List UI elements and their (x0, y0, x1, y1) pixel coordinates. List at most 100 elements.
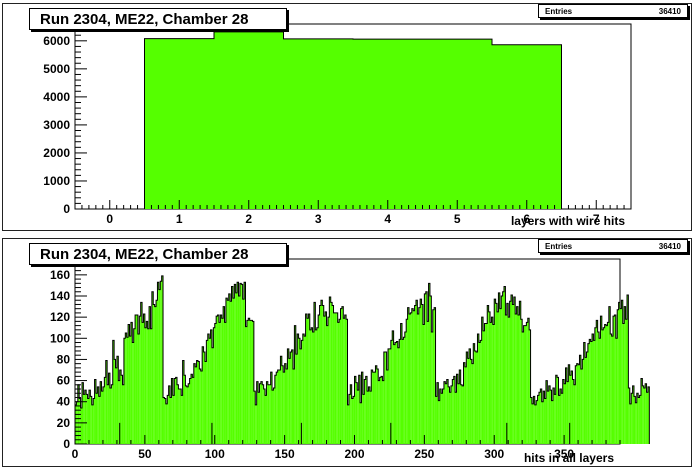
x-tick-label: 0 (106, 212, 113, 226)
histogram-bin (378, 380, 380, 444)
histogram-bin (346, 319, 348, 444)
y-tick-label: 60 (57, 374, 71, 388)
histogram-outline (144, 31, 562, 209)
histogram-bin (184, 375, 186, 444)
histogram-bin (583, 342, 586, 444)
histogram-bin (269, 384, 271, 444)
histogram-bin (375, 365, 377, 444)
histogram-bin (621, 300, 623, 444)
histogram-bin (281, 365, 284, 444)
histogram-outline (74, 275, 650, 444)
histogram-bin (513, 297, 516, 444)
histogram-bin (190, 374, 193, 444)
histogram-bin (407, 307, 409, 444)
histogram-bin (79, 398, 81, 444)
histogram-bin (266, 381, 268, 444)
histogram-bin (575, 365, 577, 444)
y-tick-label: 20 (57, 416, 71, 430)
histogram-bin (119, 370, 122, 444)
histogram-bin (214, 31, 284, 210)
histogram-bin (520, 319, 523, 444)
histogram-bin (316, 327, 319, 444)
x-tick-label: 3 (315, 212, 322, 226)
histogram-bin (491, 317, 493, 444)
histogram-bin (439, 389, 442, 444)
histogram-bin (477, 334, 479, 444)
histogram-bin (197, 361, 200, 444)
histogram-bin (149, 306, 151, 444)
histogram-bin (109, 387, 112, 444)
histogram-bin (161, 275, 164, 444)
y-tick-label: 140 (50, 289, 70, 303)
histogram-bin (200, 371, 203, 444)
histogram-bin (524, 325, 527, 444)
histogram-bin (369, 391, 372, 444)
histogram-bin (168, 385, 171, 444)
histogram-bin (114, 359, 116, 444)
histogram-bin (610, 334, 612, 444)
histogram-bin (642, 385, 644, 444)
histogram-bin (457, 383, 460, 444)
histogram-bin (337, 322, 340, 444)
histogram-bin (244, 282, 246, 444)
histogram-bin (413, 310, 415, 444)
histogram-bin (548, 385, 551, 444)
histogram-bin (326, 325, 328, 444)
histogram-bin (565, 367, 567, 444)
histogram-bin (545, 380, 548, 444)
histogram-bin (516, 306, 518, 444)
histogram-bin (550, 390, 552, 444)
histogram-bin (365, 376, 368, 444)
histogram-bin (511, 294, 513, 444)
histogram-bin (562, 379, 565, 444)
histogram-bin (329, 297, 331, 444)
histogram-bin (154, 306, 157, 444)
histogram-bin (315, 329, 317, 444)
x-tick-label: 2 (245, 212, 252, 226)
histogram-bin (572, 379, 574, 444)
histogram-bin (83, 394, 85, 444)
histogram-bin (372, 372, 375, 444)
histogram-bin (144, 38, 214, 209)
histogram-bin (175, 377, 178, 444)
histogram-bin (427, 321, 429, 444)
layers-histogram-plot: 0 1000 2000 3000 4000 5000 6000 0 1 2 3 4 5 6 7layers … (43, 23, 632, 228)
histogram-bin (265, 395, 267, 444)
y-tick-label: 5000 (43, 62, 70, 76)
histogram-bin (311, 327, 313, 444)
histogram-bin (147, 328, 150, 444)
histogram-bin (383, 352, 386, 444)
y-tick-label: 40 (57, 395, 71, 409)
histogram-bin (445, 383, 447, 444)
y-tick-label: 80 (57, 352, 71, 366)
histogram-bin (115, 367, 117, 444)
histogram-bin (295, 354, 298, 444)
histogram-bin (639, 395, 641, 444)
histogram-bin (428, 283, 430, 444)
histogram-bin (467, 358, 470, 444)
stats-entries-label: Entries (545, 242, 573, 251)
histogram-bin (318, 315, 320, 444)
histogram-bin (446, 379, 449, 444)
histogram-bin (589, 339, 591, 444)
histogram-bin (227, 300, 229, 444)
histogram-bin (576, 363, 579, 444)
histogram-bin (139, 316, 141, 444)
histogram-bin (340, 308, 342, 444)
histogram-bin (104, 377, 106, 444)
histogram-bin (620, 308, 622, 444)
histogram-bin (508, 317, 510, 444)
x-tick-label: 6 (523, 212, 530, 226)
histogram-bin (455, 392, 457, 444)
histogram-bin (319, 305, 321, 444)
stats-box: Entries 36410 (538, 239, 688, 253)
histogram-bin (592, 334, 594, 444)
histogram-bin (614, 315, 616, 444)
histogram-bin (90, 396, 92, 444)
histogram-bin (558, 395, 560, 444)
histogram-bin (273, 387, 275, 444)
histogram-bin (435, 396, 437, 444)
histogram-bin (283, 38, 353, 209)
histogram-bin (304, 336, 306, 444)
histogram-bin (647, 386, 650, 444)
